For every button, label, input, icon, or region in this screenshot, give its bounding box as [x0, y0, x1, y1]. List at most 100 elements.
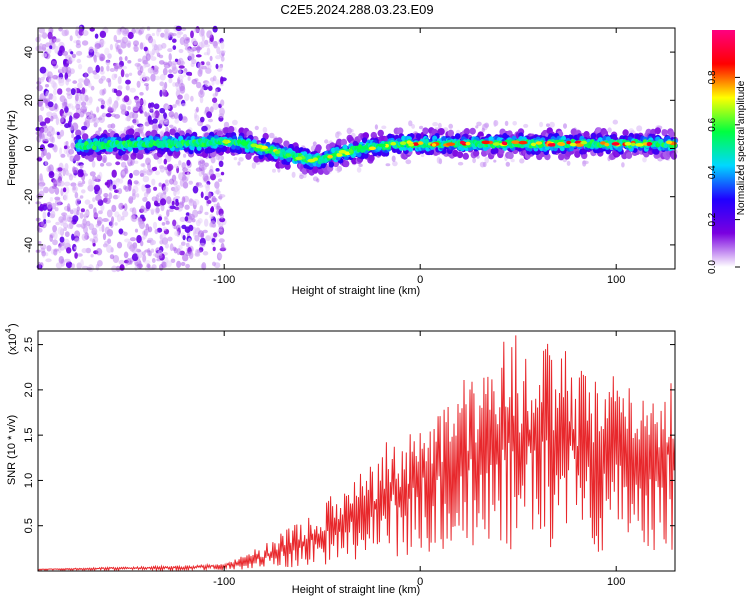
spectrogram-cell: [113, 34, 118, 42]
spectrogram-cell: [64, 163, 69, 171]
spectrogram-cell: [150, 56, 157, 61]
spectrogram-cell: [195, 54, 202, 58]
spectrogram-cell: [112, 255, 120, 263]
spectrogram-cell: [125, 79, 131, 85]
spectrogram-cell: [418, 141, 424, 145]
spectrogram-cell: [181, 196, 186, 204]
spectrogram-cell: [181, 162, 186, 169]
spectrogram-cell: [218, 223, 224, 229]
spectrogram-cell: [127, 145, 133, 152]
spectrogram-cell: [196, 45, 201, 54]
spectrogram-cell: [89, 171, 96, 177]
colorbar-tick-label: 0.6: [707, 117, 718, 131]
spectrogram-cell: [519, 158, 525, 164]
spectrogram-cell: [438, 122, 442, 129]
spectrogram-cell: [46, 48, 52, 54]
spectrogram-cell: [141, 184, 146, 192]
spectrogram-cell: [185, 263, 191, 269]
spectrogram-cell: [332, 160, 340, 168]
spectrogram-cell: [432, 122, 439, 127]
spectrogram-cell: [98, 127, 102, 132]
spectrogram-cell: [78, 78, 84, 83]
spectrogram-cell: [178, 48, 184, 54]
spectrogram-cell: [238, 157, 244, 162]
spectrogram-cell: [194, 112, 198, 119]
spectrogram-cell: [505, 161, 510, 167]
spectrogram-cell: [81, 105, 88, 110]
spectrogram-cell: [139, 99, 143, 105]
spectrogram-cell: [47, 101, 54, 108]
spectrogram-cell: [98, 115, 106, 123]
spectrogram-cell: [95, 194, 102, 202]
spectrogram-cell: [137, 58, 142, 62]
spectrogram-cell: [335, 168, 339, 171]
spectrogram-cell: [155, 75, 161, 81]
spectrogram-cell: [457, 161, 464, 166]
spectrogram-cell: [100, 162, 105, 167]
spectrogram-cell: [159, 81, 165, 87]
spectrogram-cell: [205, 190, 209, 198]
spectrogram-cell: [149, 50, 154, 55]
spectrogram-cell: [611, 142, 620, 146]
spectrogram-cell: [128, 72, 133, 77]
spectrogram-cell: [81, 248, 88, 254]
spectrogram-cell: [66, 111, 73, 116]
spectrogram-cell: [155, 207, 160, 214]
spectrogram-cell: [51, 60, 57, 65]
spectrogram-cell: [653, 148, 660, 155]
spectrogram-cell: [209, 222, 214, 228]
spectrogram-cell: [165, 179, 169, 183]
spectrogram-cell: [100, 66, 104, 72]
spectrogram-cell: [63, 145, 68, 150]
spectrogram-cell: [504, 120, 509, 126]
spectrogram-cell: [108, 96, 112, 105]
spectrogram-cell: [164, 181, 170, 187]
spectrogram-cell: [182, 254, 189, 262]
spectrogram-cell: [134, 97, 141, 104]
spectrogram-cell: [96, 154, 103, 162]
spectrogram-cell: [59, 236, 65, 243]
spectrogram-cell: [448, 123, 454, 129]
spectrogram-cell: [127, 106, 131, 111]
spectrogram-cell: [145, 157, 151, 166]
spectrogram-cell: [315, 144, 322, 152]
spectrogram-cell: [121, 65, 128, 70]
spectrogram-cell: [139, 42, 144, 50]
spectrogram-cell: [172, 246, 177, 252]
spectrogram-cell: [391, 155, 396, 162]
spectrogram-cell: [58, 256, 64, 264]
spectrogram-cell: [168, 53, 172, 61]
spectrogram-cell: [584, 160, 589, 165]
spectrogram-cell: [346, 127, 352, 135]
spectrogram-cell: [218, 253, 223, 259]
spectrogram-cell: [563, 123, 567, 129]
spectrogram-cell: [117, 85, 123, 90]
colorbar-tick-label: 0.8: [707, 70, 718, 84]
spectrogram-cell: [79, 164, 84, 169]
spectrogram-cell: [179, 85, 186, 94]
spectrogram-cell: [178, 113, 183, 121]
spectrogram-cell: [76, 58, 82, 64]
snr-y-scale-close: ): [7, 323, 19, 327]
spectrogram-cell: [124, 165, 128, 174]
spectrogram-cell: [85, 220, 91, 227]
spectrogram-cell: [71, 185, 78, 194]
spectrogram-cell: [202, 251, 209, 256]
spectrogram-cell: [70, 51, 74, 55]
spectrogram-cell: [206, 61, 211, 66]
spectrogram-cell: [612, 119, 618, 125]
spectrogram-cell: [57, 77, 62, 85]
spectrogram-cell: [159, 165, 165, 173]
spectrogram-cell: [220, 99, 225, 107]
snr-y-scale: (x10 4 ): [4, 323, 19, 355]
spectrogram-cell: [198, 89, 205, 98]
spectrogram-cell: [241, 142, 248, 146]
spectrogram-cell: [55, 198, 61, 207]
spectrogram-cell: [52, 225, 57, 233]
spectrogram-cell: [36, 84, 43, 92]
spectrogram-cell: [61, 115, 66, 120]
spectrogram-cell: [57, 88, 63, 95]
spectrogram-cell: [167, 165, 172, 172]
spectrogram-cell: [168, 33, 175, 37]
spectrogram-cell: [162, 85, 166, 93]
